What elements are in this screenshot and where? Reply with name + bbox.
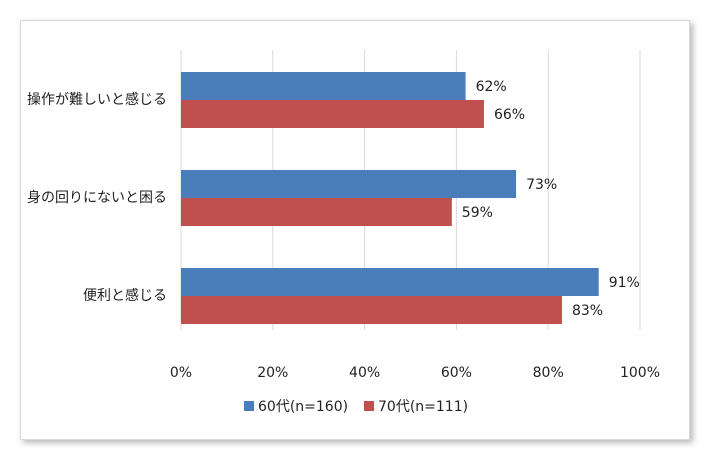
bar-series2	[181, 198, 452, 226]
bar-series1	[181, 72, 466, 100]
bar-series2	[181, 296, 562, 324]
category-label: 身の回りにないと困る	[27, 190, 167, 206]
x-tick-label: 40%	[349, 365, 380, 381]
legend-label: 60代(n=160)	[258, 399, 348, 415]
x-tick-label: 80%	[533, 365, 564, 381]
data-label: 83%	[572, 303, 603, 319]
data-labels: 62% 66% 73% 59% 91% 83%	[462, 79, 640, 319]
bars	[181, 72, 599, 324]
data-label: 59%	[462, 205, 493, 221]
category-label: 便利と感じる	[83, 287, 167, 304]
data-label: 66%	[494, 107, 525, 123]
bar-series1	[181, 170, 517, 198]
data-label: 62%	[476, 79, 507, 95]
x-tick-label: 0%	[170, 365, 192, 381]
category-label: 操作が難しいと感じる	[27, 91, 167, 108]
x-tick-label: 60%	[441, 365, 472, 381]
legend-label: 70代(n=111)	[378, 399, 468, 415]
legend-swatch	[244, 401, 254, 411]
bar-series1	[181, 268, 599, 296]
x-tick-label: 20%	[257, 365, 288, 381]
legend: 60代(n=160) 70代(n=111)	[244, 399, 468, 415]
data-label: 73%	[526, 177, 557, 193]
bar-series2	[181, 100, 484, 128]
x-tick-label: 100%	[620, 365, 660, 381]
legend-swatch	[364, 401, 374, 411]
data-label: 91%	[609, 275, 640, 291]
tick-labels: 0% 20% 40% 60% 80% 100%	[170, 365, 660, 381]
